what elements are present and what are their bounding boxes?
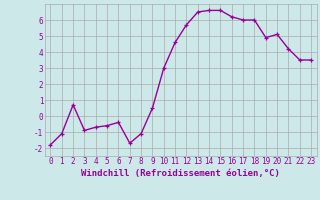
X-axis label: Windchill (Refroidissement éolien,°C): Windchill (Refroidissement éolien,°C) xyxy=(81,169,280,178)
